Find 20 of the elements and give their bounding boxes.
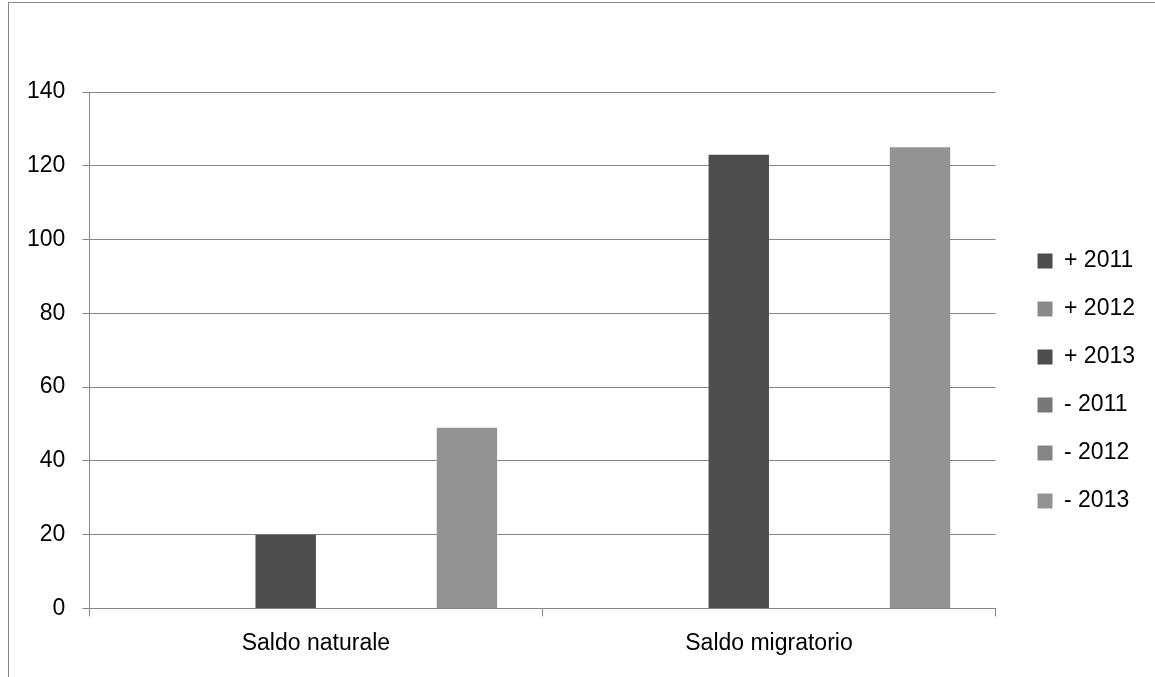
legend-label: - 2011 — [1064, 390, 1128, 417]
bar — [255, 534, 316, 608]
y-tick-label: 100 — [27, 224, 66, 251]
legend-label: + 2013 — [1064, 342, 1136, 369]
bar — [436, 427, 498, 608]
y-tick-label: 0 — [52, 593, 66, 620]
x-tick-label: Saldo migratorio — [685, 628, 853, 655]
y-tick-label: 60 — [39, 372, 66, 399]
legend-label: + 2011 — [1064, 246, 1134, 273]
bar — [889, 147, 951, 608]
y-tick-label: 120 — [27, 151, 66, 178]
y-tick-label: 40 — [39, 446, 66, 473]
legend-label: - 2012 — [1064, 438, 1130, 465]
legend-label: - 2013 — [1064, 486, 1130, 513]
y-tick-label: 80 — [39, 298, 66, 325]
bar — [708, 154, 769, 608]
legend-label: + 2012 — [1064, 294, 1136, 321]
y-tick-label: 140 — [27, 77, 66, 104]
y-tick-label: 20 — [39, 519, 66, 546]
x-tick-label: Saldo naturale — [241, 628, 391, 655]
